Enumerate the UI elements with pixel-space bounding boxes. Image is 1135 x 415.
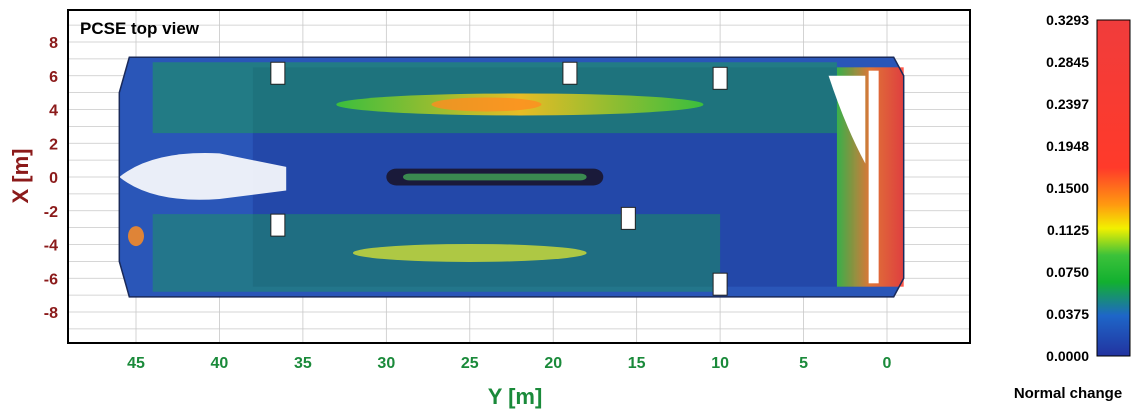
pillar <box>620 206 636 230</box>
colorbar-tick-label: 0.3293 <box>1046 12 1089 28</box>
colorbar-tick-label: 0.1500 <box>1046 180 1089 196</box>
colorbar-tick-label: 0.0375 <box>1046 306 1089 322</box>
y-tick-label: -2 <box>44 204 58 221</box>
chart-title: PCSE top view <box>80 19 200 38</box>
colorbar-label: Normal change <box>1014 385 1122 402</box>
x-tick-labels: 45 40 35 30 25 20 15 10 5 0 <box>127 355 891 372</box>
y-axis-label: X [m] <box>8 149 33 204</box>
y-tick-label: 2 <box>49 136 58 153</box>
x-tick-label: 25 <box>461 355 479 372</box>
x-tick-label: 30 <box>377 355 395 372</box>
x-tick-label: 15 <box>628 355 646 372</box>
y-tick-label: 8 <box>49 35 58 52</box>
x-tick-label: 40 <box>211 355 229 372</box>
colorbar-tick-label: 0.1125 <box>1047 222 1089 238</box>
right-gap <box>868 70 879 284</box>
x-axis-label: Y [m] <box>488 384 543 409</box>
upper-band-hot <box>431 97 542 112</box>
center-void-left <box>119 153 287 200</box>
y-tick-labels: 8 6 4 2 0 -2 -4 -6 -8 <box>44 35 58 322</box>
colorbar-tick-label: 0.1948 <box>1046 138 1089 154</box>
y-tick-label: -4 <box>44 238 58 255</box>
colorbar-tick-label: 0.0000 <box>1046 348 1089 364</box>
y-tick-label: 6 <box>49 69 58 86</box>
colorbar <box>1096 19 1131 357</box>
right-wedge <box>828 75 866 164</box>
x-tick-label: 5 <box>799 355 808 372</box>
pillar <box>712 272 728 296</box>
colorbar-tick-label: 0.2397 <box>1046 96 1089 112</box>
colorbar-tick-labels: 0.0000 0.0375 0.0750 0.1125 0.1500 0.1948 0.23… <box>1046 12 1089 364</box>
y-tick-label: 0 <box>49 170 58 187</box>
heatmap <box>118 56 905 298</box>
lower-band <box>352 243 587 262</box>
pillar <box>712 66 728 90</box>
pillar <box>562 61 578 85</box>
pillar <box>270 213 286 237</box>
pillar <box>270 61 286 85</box>
heatmap-outline <box>118 56 905 298</box>
x-tick-label: 35 <box>294 355 312 372</box>
x-tick-label: 10 <box>711 355 729 372</box>
x-tick-label: 20 <box>544 355 562 372</box>
center-pipe-inner <box>403 173 587 181</box>
left-hotspot <box>128 226 144 247</box>
colorbar-tick-label: 0.2845 <box>1046 54 1089 70</box>
y-tick-label: -6 <box>44 271 58 288</box>
y-tick-label: 4 <box>49 103 58 120</box>
x-tick-label: 45 <box>127 355 145 372</box>
y-tick-label: -8 <box>44 305 58 322</box>
x-tick-label: 0 <box>883 355 892 372</box>
colorbar-tick-label: 0.0750 <box>1046 264 1089 280</box>
